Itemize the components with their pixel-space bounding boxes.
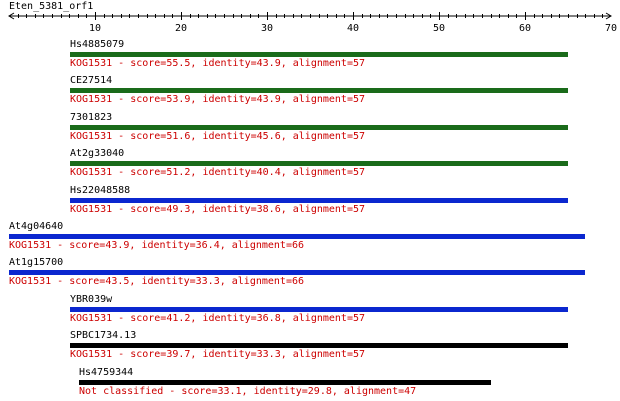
hit-info: KOG1531 - score=55.5, identity=43.9, ali… [70, 58, 366, 69]
hit-info: KOG1531 - score=43.9, identity=36.4, ali… [9, 240, 305, 251]
alignment-bar[interactable] [70, 307, 568, 312]
hit-name[interactable]: Hs4759344 [79, 367, 134, 378]
hit-info: KOG1531 - score=49.3, identity=38.6, ali… [70, 204, 366, 215]
alignment-bar[interactable] [70, 88, 568, 93]
ruler-right-arrow [605, 12, 612, 20]
alignment-bar[interactable] [70, 52, 568, 57]
alignment-bar[interactable] [79, 380, 491, 385]
alignment-bar[interactable] [70, 343, 568, 348]
hit-info: KOG1531 - score=53.9, identity=43.9, ali… [70, 94, 366, 105]
ruler-tick-label: 60 [519, 23, 531, 34]
hit-info: KOG1531 - score=43.5, identity=33.3, ali… [9, 276, 305, 287]
ruler-left-arrow [8, 12, 15, 20]
hit-name[interactable]: At1g15700 [9, 257, 64, 268]
hit-name[interactable]: YBR039w [70, 294, 113, 305]
hit-name[interactable]: CE27514 [70, 75, 113, 86]
hit-info: Not classified - score=33.1, identity=29… [79, 386, 417, 397]
hit-info: KOG1531 - score=51.6, identity=45.6, ali… [70, 131, 366, 142]
position-ruler: 10 20 30 40 50 60 70 [8, 12, 617, 34]
ruler-tick-label: 30 [261, 23, 273, 34]
hit-name[interactable]: Hs22048588 [70, 185, 131, 196]
ruler-tick-label: 20 [175, 23, 187, 34]
hit-info: KOG1531 - score=51.2, identity=40.4, ali… [70, 167, 366, 178]
alignment-bar[interactable] [70, 161, 568, 166]
alignment-bar[interactable] [9, 270, 585, 275]
alignment-bar[interactable] [70, 198, 568, 203]
query-name: Eten_5381_orf1 [9, 1, 94, 12]
ruler-tick-label: 50 [433, 23, 445, 34]
hit-row: Hs4759344 Not classified - score=33.1, id… [79, 367, 491, 398]
hit-name[interactable]: 7301823 [70, 112, 113, 123]
alignment-bar[interactable] [70, 125, 568, 130]
hit-row: 7301823 KOG1531 - score=51.6, identity=45… [70, 112, 568, 143]
alignment-bar[interactable] [9, 234, 585, 239]
hit-name[interactable]: At4g04640 [9, 221, 64, 232]
ruler-tick-label: 70 [605, 23, 617, 34]
hit-row: SPBC1734.13 KOG1531 - score=39.7, identit… [70, 330, 568, 361]
ruler-tick-label: 40 [347, 23, 359, 34]
hit-row: CE27514 KOG1531 - score=53.9, identity=43… [70, 75, 568, 106]
hit-info: KOG1531 - score=39.7, identity=33.3, ali… [70, 349, 366, 360]
hit-name[interactable]: Hs4885079 [70, 39, 125, 50]
hit-name[interactable]: SPBC1734.13 [70, 330, 137, 341]
hit-info: KOG1531 - score=41.2, identity=36.8, ali… [70, 313, 366, 324]
hit-row: Hs4885079 KOG1531 - score=55.5, identity=… [70, 39, 568, 70]
hit-row: At4g04640 KOG1531 - score=43.9, identity=… [9, 221, 585, 252]
hit-row: Hs22048588 KOG1531 - score=49.3, identity… [70, 185, 568, 216]
hit-row: At1g15700 KOG1531 - score=43.5, identity=… [9, 257, 585, 288]
hit-name[interactable]: At2g33040 [70, 148, 125, 159]
hit-row: YBR039w KOG1531 - score=41.2, identity=36… [70, 294, 568, 325]
ruler-tick-label: 10 [89, 23, 101, 34]
hit-row: At2g33040 KOG1531 - score=51.2, identity=… [70, 148, 568, 179]
